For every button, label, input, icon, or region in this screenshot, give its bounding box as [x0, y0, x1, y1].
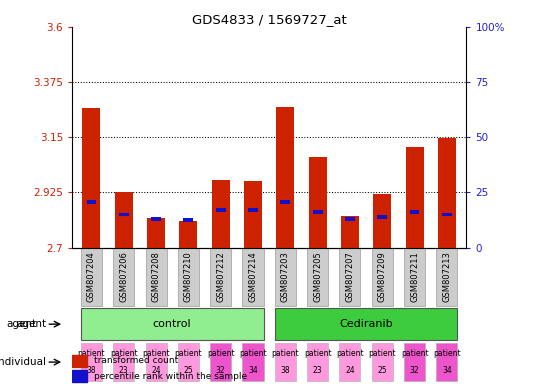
Text: 38: 38 — [280, 366, 290, 376]
Text: GSM807206: GSM807206 — [119, 252, 128, 302]
Text: patient: patient — [174, 349, 202, 358]
Bar — [442, 212, 452, 217]
Bar — [210, 248, 231, 306]
Text: GSM807212: GSM807212 — [216, 252, 225, 302]
Bar — [81, 308, 263, 340]
Bar — [178, 248, 199, 306]
Bar — [72, 370, 87, 382]
Bar — [212, 180, 230, 248]
Text: 23: 23 — [119, 366, 128, 376]
Text: 32: 32 — [216, 366, 225, 376]
Text: 23: 23 — [313, 366, 322, 376]
Bar — [147, 218, 165, 248]
Bar — [146, 343, 166, 381]
Bar — [372, 248, 393, 306]
Text: 24: 24 — [151, 366, 161, 376]
Text: GSM807209: GSM807209 — [378, 252, 387, 302]
Bar — [374, 194, 391, 248]
Bar — [377, 215, 387, 219]
Bar — [115, 192, 133, 248]
Bar — [81, 248, 102, 306]
Text: agent: agent — [16, 319, 46, 329]
Bar — [86, 200, 96, 204]
Bar — [83, 108, 100, 248]
Bar — [438, 139, 456, 248]
Bar — [183, 218, 193, 222]
Title: GDS4833 / 1569727_at: GDS4833 / 1569727_at — [192, 13, 346, 26]
Text: patient: patient — [239, 349, 267, 358]
Bar — [340, 248, 360, 306]
Bar — [307, 343, 328, 381]
Bar — [81, 343, 102, 381]
Bar — [210, 343, 231, 381]
Text: percentile rank within the sample: percentile rank within the sample — [94, 372, 247, 381]
Bar — [178, 343, 199, 381]
Bar — [113, 248, 134, 306]
Bar — [72, 355, 87, 367]
Text: patient: patient — [304, 349, 332, 358]
Bar — [437, 343, 457, 381]
Text: GSM807213: GSM807213 — [442, 252, 451, 302]
Bar — [309, 157, 327, 248]
Text: GSM807211: GSM807211 — [410, 252, 419, 302]
Text: GSM807203: GSM807203 — [281, 252, 290, 302]
Bar — [275, 248, 296, 306]
Bar — [404, 343, 425, 381]
Bar — [275, 308, 457, 340]
Bar — [243, 343, 263, 381]
Text: agent: agent — [6, 319, 36, 329]
Text: GSM807207: GSM807207 — [345, 252, 354, 302]
Bar — [151, 217, 161, 221]
Bar — [410, 210, 419, 214]
Bar — [243, 248, 263, 306]
Text: individual: individual — [0, 357, 46, 367]
Bar — [307, 248, 328, 306]
Bar — [275, 343, 296, 381]
Text: patient: patient — [336, 349, 364, 358]
Bar — [277, 107, 294, 248]
Text: Cediranib: Cediranib — [340, 319, 393, 329]
Bar — [340, 343, 360, 381]
Bar — [345, 217, 355, 221]
Bar — [406, 147, 424, 248]
Text: control: control — [153, 319, 191, 329]
Text: 34: 34 — [442, 366, 452, 376]
Bar — [248, 208, 258, 212]
Bar — [113, 343, 134, 381]
Text: patient: patient — [110, 349, 138, 358]
Text: patient: patient — [433, 349, 461, 358]
Text: 38: 38 — [86, 366, 96, 376]
Text: 32: 32 — [410, 366, 419, 376]
Text: 24: 24 — [345, 366, 355, 376]
Text: GSM807210: GSM807210 — [184, 252, 193, 302]
Bar — [119, 212, 128, 217]
Text: GSM807214: GSM807214 — [248, 252, 257, 302]
Bar — [313, 210, 322, 214]
Bar — [280, 200, 290, 204]
Text: 25: 25 — [183, 366, 193, 376]
Text: patient: patient — [401, 349, 429, 358]
Bar — [437, 248, 457, 306]
Text: transformed count: transformed count — [94, 356, 179, 366]
Text: patient: patient — [271, 349, 299, 358]
Bar — [216, 208, 225, 212]
Text: patient: patient — [142, 349, 170, 358]
Text: patient: patient — [77, 349, 105, 358]
Text: patient: patient — [207, 349, 235, 358]
Bar — [180, 221, 197, 248]
Bar — [404, 248, 425, 306]
Text: 34: 34 — [248, 366, 258, 376]
Bar — [244, 181, 262, 248]
Text: GSM807205: GSM807205 — [313, 252, 322, 302]
Text: patient: patient — [368, 349, 396, 358]
Bar — [341, 216, 359, 248]
Bar — [372, 343, 393, 381]
Text: 25: 25 — [377, 366, 387, 376]
Text: GSM807204: GSM807204 — [87, 252, 96, 302]
Bar — [146, 248, 166, 306]
Text: GSM807208: GSM807208 — [151, 252, 160, 302]
